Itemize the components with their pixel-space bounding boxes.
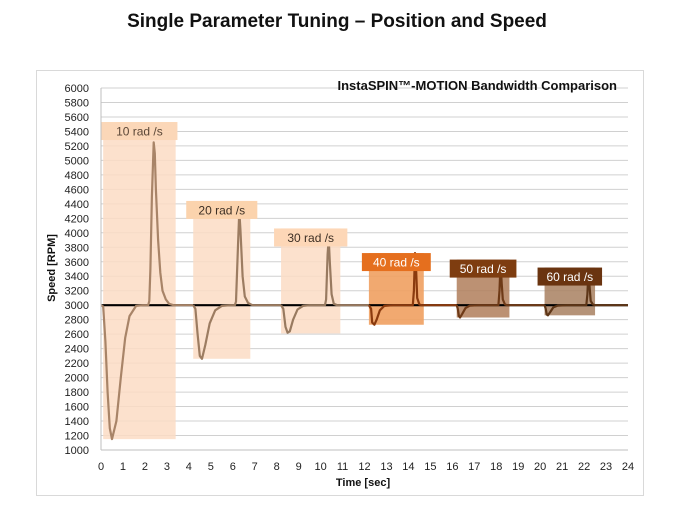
bandwidth-boxes <box>103 122 596 440</box>
x-tick-label: 0 <box>98 461 104 473</box>
bandwidth-label-chip <box>274 228 348 247</box>
y-axis-label: Speed [RPM] <box>46 234 58 302</box>
bandwidth-label-chip <box>449 259 517 278</box>
bandwidth-label: 20 rad /s <box>198 203 245 217</box>
x-tick-label: 22 <box>578 461 590 473</box>
bandwidth-label-chip <box>537 267 603 286</box>
y-tick-label: 2400 <box>65 344 89 356</box>
bandwidth-label: 50 rad /s <box>460 262 507 276</box>
y-tick-label: 1600 <box>65 402 89 414</box>
response-curve <box>455 260 545 319</box>
x-tick-label: 19 <box>512 461 524 473</box>
response-curve <box>367 252 457 326</box>
x-tick-label: 23 <box>600 461 612 473</box>
bandwidth-box <box>103 122 176 440</box>
x-tick-label: 20 <box>534 461 546 473</box>
y-tick-label: 4600 <box>65 184 89 196</box>
x-tick-label: 14 <box>402 461 414 473</box>
y-tick-label: 2800 <box>65 315 89 327</box>
chart-title: InstaSPIN™-MOTION Bandwidth Comparison <box>337 78 617 93</box>
x-tick-label: 15 <box>424 461 436 473</box>
response-curve <box>100 141 194 441</box>
grid-layer <box>101 87 628 451</box>
x-tick-label: 13 <box>380 461 392 473</box>
x-tick-label: 21 <box>556 461 568 473</box>
x-axis-label: Time [sec] <box>336 477 391 489</box>
x-tick-label: 6 <box>230 461 236 473</box>
y-tick-label: 3800 <box>65 242 89 254</box>
response-curve <box>280 237 369 334</box>
y-tick-label: 3200 <box>65 286 89 298</box>
bandwidth-label: 40 rad /s <box>373 256 420 270</box>
response-curves <box>100 141 628 441</box>
y-tick-label: 1800 <box>65 387 89 399</box>
y-tick-label: 5200 <box>65 141 89 153</box>
y-tick-label: 5400 <box>65 126 89 138</box>
slide-title: Single Parameter Tuning – Position and S… <box>127 11 547 32</box>
x-tick-label: 10 <box>314 461 326 473</box>
x-tick-label: 7 <box>252 461 258 473</box>
x-tick-label: 5 <box>208 461 214 473</box>
y-tick-label: 5600 <box>65 112 89 124</box>
response-curve <box>192 210 282 360</box>
bandwidth-labels: 10 rad /s 20 rad /s 30 rad /s 40 rad /s 50 r… <box>101 122 603 286</box>
y-tick-label: 3400 <box>65 271 89 283</box>
x-tick-label: 16 <box>446 461 458 473</box>
y-tick-label: 5000 <box>65 155 89 167</box>
y-tick-label: 4200 <box>65 213 89 225</box>
bandwidth-label-chip <box>101 122 178 141</box>
y-tick-label: 3000 <box>65 300 89 312</box>
x-tick-label: 1 <box>120 461 126 473</box>
y-tick-label: 6000 <box>65 83 89 95</box>
bandwidth-label: 60 rad /s <box>546 270 593 284</box>
x-tick-label: 9 <box>296 461 302 473</box>
x-tick-label: 17 <box>468 461 480 473</box>
y-tick-label: 3600 <box>65 257 89 269</box>
y-tick-label: 2600 <box>65 329 89 341</box>
y-tick-label: 2200 <box>65 358 89 370</box>
x-tick-label: 2 <box>142 461 148 473</box>
y-tick-label: 1200 <box>65 431 89 443</box>
y-tick-label: 5800 <box>65 97 89 109</box>
bandwidth-label: 30 rad /s <box>287 231 334 245</box>
y-tick-label: 4000 <box>65 228 89 240</box>
x-tick-label: 11 <box>337 461 348 473</box>
y-tick-label: 2000 <box>65 373 89 385</box>
axes: 1000120014001600180020002200240026002800… <box>65 83 635 473</box>
y-tick-label: 1000 <box>65 445 89 457</box>
bandwidth-box <box>193 200 251 359</box>
x-tick-label: 24 <box>622 461 634 473</box>
bandwidth-label-chip <box>361 253 431 272</box>
x-tick-label: 12 <box>358 461 370 473</box>
x-tick-label: 4 <box>186 461 192 473</box>
y-tick-label: 4800 <box>65 170 89 182</box>
y-tick-label: 4400 <box>65 199 89 211</box>
x-tick-label: 3 <box>164 461 170 473</box>
bandwidth-label-chip <box>186 200 258 219</box>
bandwidth-label: 10 rad /s <box>116 125 163 139</box>
y-tick-label: 1400 <box>65 416 89 428</box>
x-tick-label: 18 <box>490 461 502 473</box>
response-curve <box>543 267 628 317</box>
x-tick-label: 8 <box>274 461 280 473</box>
